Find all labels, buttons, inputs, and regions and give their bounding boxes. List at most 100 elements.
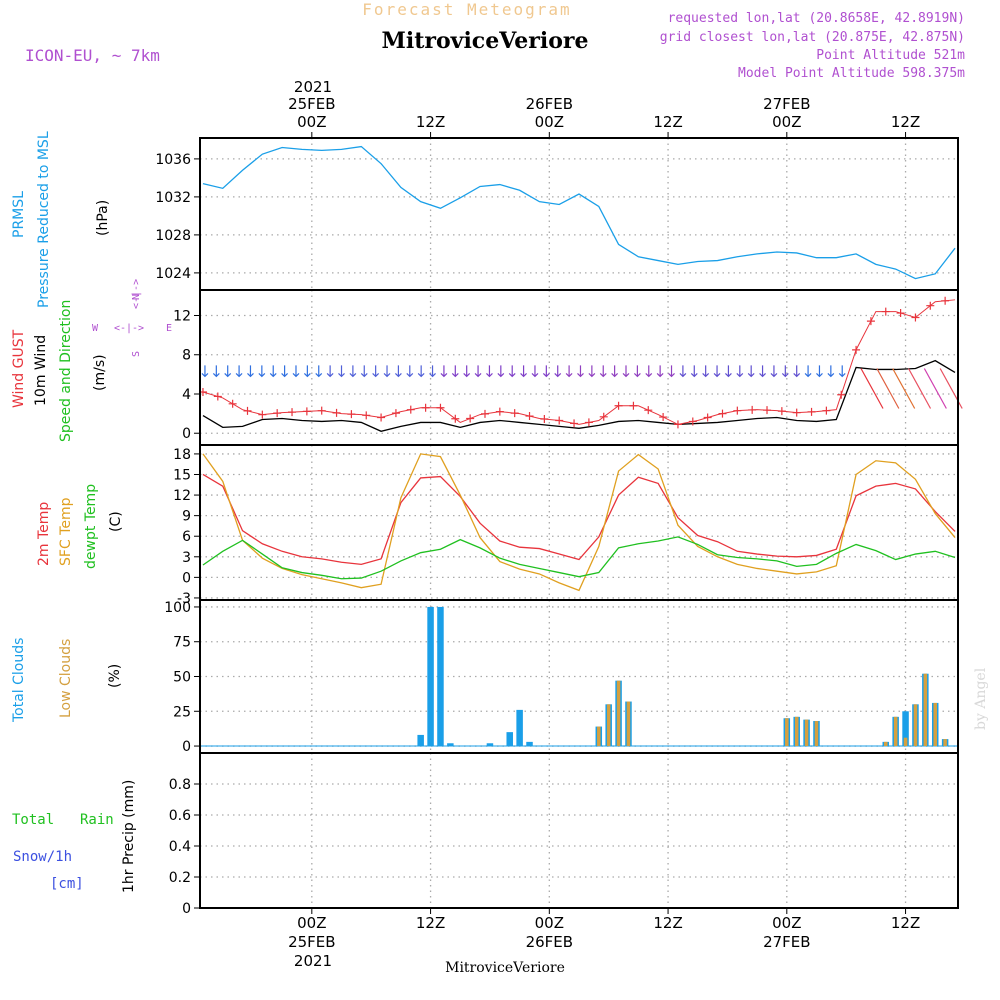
gust-marker — [718, 409, 727, 418]
low-cloud-bar — [933, 702, 937, 747]
cloud-label-unit: (%) — [107, 664, 123, 688]
wind-ytick-label: 12 — [173, 309, 191, 325]
wind-direction-arrow — [360, 365, 368, 378]
wind-direction-arrow — [451, 365, 459, 378]
wind-direction-arrow — [747, 365, 755, 378]
gust-marker — [614, 401, 623, 410]
temp-ytick-label: 9 — [182, 509, 191, 525]
wind-direction-arrow — [588, 365, 596, 378]
gust-marker — [763, 406, 772, 415]
precip-ytick-label: 0 — [182, 901, 191, 917]
top-hour-label: 00Z — [535, 113, 564, 131]
wind-direction-arrow — [611, 365, 619, 378]
wind-direction-arrow-strong — [860, 368, 884, 409]
wind-direction-arrow — [827, 365, 835, 378]
low-cloud-bar — [597, 726, 601, 747]
top-date-label: 27FEB — [763, 95, 810, 113]
top-hour-label: 00Z — [297, 113, 326, 131]
gust-marker — [406, 405, 415, 414]
temp-2m-line — [202, 473, 956, 565]
clouds-ytick-label: 75 — [173, 635, 191, 651]
low-cloud-bar — [884, 741, 888, 747]
gust-marker — [273, 409, 282, 418]
gust-marker — [748, 405, 757, 414]
precip-ytick-label: 0.8 — [169, 777, 191, 793]
wind-direction-arrow — [417, 365, 425, 378]
precip-label-rain: Rain — [80, 812, 114, 828]
wind-direction-arrow-strong — [892, 368, 916, 409]
bottom-hour-label: 12Z — [891, 914, 920, 932]
low-cloud-bar — [814, 721, 819, 747]
gust-marker — [807, 407, 816, 416]
top-hour-label: 12Z — [416, 113, 445, 131]
wind-direction-arrow — [520, 365, 528, 378]
clouds-ytick-label: 0 — [182, 739, 191, 755]
gust-marker — [926, 301, 935, 310]
total-cloud-bar — [427, 606, 434, 747]
low-cloud-bar — [804, 719, 809, 747]
wind-direction-arrow — [724, 365, 732, 378]
wind-direction-arrow — [349, 365, 357, 378]
wind-direction-arrow — [497, 365, 505, 378]
total-cloud-bar — [902, 711, 909, 747]
top-hour-label: 00Z — [772, 113, 801, 131]
gust-marker — [599, 412, 608, 421]
gust-marker — [792, 408, 801, 417]
gust-marker — [570, 419, 579, 428]
wind-direction-arrow — [577, 365, 584, 378]
wind-label-10m: 10m Wind — [33, 335, 49, 406]
gust-marker — [911, 313, 920, 322]
gust-marker — [688, 417, 697, 426]
pressure-axis-labels: PRMSL Pressure Reduced to MSL (hPa) — [11, 131, 111, 308]
gust-marker — [629, 401, 638, 410]
bottom-date-label: 27FEB — [763, 933, 810, 951]
temp-label-dew: dewpt Temp — [83, 484, 99, 569]
temp-ytick-label: 15 — [173, 467, 191, 483]
gust-marker — [347, 410, 356, 419]
precip-ytick-label: 0.2 — [169, 870, 191, 886]
temp-ytick-label: 3 — [182, 550, 191, 566]
compass-east: E — [166, 323, 172, 334]
wind-direction-arrow — [440, 365, 448, 378]
gust-marker — [777, 407, 786, 416]
gust-marker — [466, 414, 475, 423]
wind-direction-arrow — [622, 365, 630, 378]
wind-direction-arrow-strong — [923, 368, 947, 409]
wind-direction-arrow — [212, 365, 220, 378]
wind-direction-arrow-strong — [907, 368, 932, 409]
wind-direction-arrow — [804, 365, 812, 378]
gust-marker — [866, 317, 875, 326]
gust-marker — [510, 409, 519, 418]
gust-marker — [391, 409, 400, 418]
gust-marker — [421, 403, 430, 412]
low-cloud-bar — [785, 718, 789, 747]
wind-direction-arrow — [690, 365, 698, 378]
bottom-hour-label: 00Z — [535, 914, 564, 932]
point-altitude: Point Altitude 521m — [816, 48, 965, 63]
temp-ytick-label: 18 — [173, 447, 191, 463]
closest-coords: grid closest lon,lat (20.875E, 42.875N) — [660, 30, 965, 45]
precip-ytick-label: 0.4 — [169, 839, 191, 855]
wind-direction-arrow — [759, 365, 766, 378]
wind-direction-arrow — [838, 365, 846, 378]
cloud-label-total: Total Clouds — [11, 638, 27, 723]
wind-ytick-label: 8 — [182, 348, 191, 364]
total-cloud-bar — [506, 732, 513, 747]
pressure-label-desc: Pressure Reduced to MSL — [36, 131, 52, 308]
clouds-ytick-label: 50 — [173, 670, 191, 686]
wind-direction-arrow — [645, 365, 653, 378]
wind-direction-arrow — [565, 365, 573, 378]
wind-direction-arrow — [781, 365, 789, 378]
bottom-date-label: 25FEB — [288, 933, 335, 951]
compass-south: S — [131, 351, 142, 357]
pressure-ytick-label: 1032 — [155, 190, 191, 206]
low-cloud-bar — [903, 737, 908, 747]
wind-direction-arrow — [394, 365, 402, 378]
gust-marker — [451, 414, 460, 423]
gust-marker — [584, 418, 593, 427]
precip-label-total: Total — [12, 812, 54, 828]
low-cloud-bar — [893, 716, 898, 747]
gust-marker — [302, 407, 311, 416]
compass-vertical-arrows: <-|-> — [131, 279, 142, 309]
